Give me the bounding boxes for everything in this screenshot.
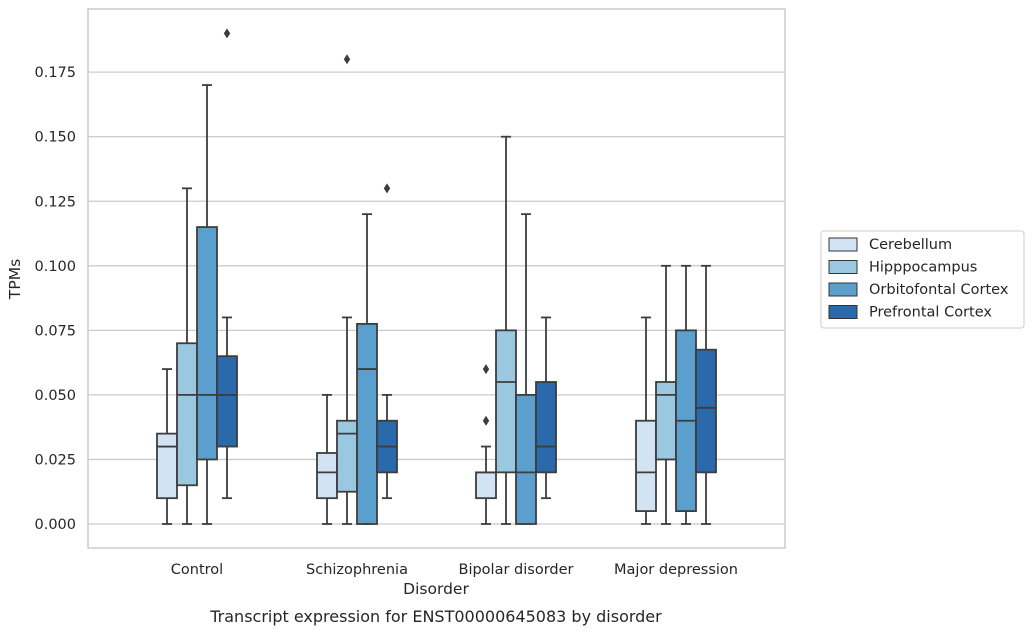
legend-label: Cerebellum bbox=[869, 237, 952, 253]
legend-swatch bbox=[828, 282, 858, 297]
box bbox=[475, 364, 497, 525]
chart-caption: Transcript expression for ENST0000064508… bbox=[209, 607, 662, 626]
box bbox=[356, 213, 378, 525]
box-body bbox=[176, 342, 198, 487]
box bbox=[216, 28, 238, 500]
series-orbitofontal-cortex bbox=[196, 84, 697, 525]
box-body bbox=[535, 381, 557, 474]
legend-swatch bbox=[828, 260, 858, 274]
x-tick-label: Schizophrenia bbox=[306, 562, 408, 578]
x-axis-ticks: Control Schizophrenia Bipolar disorder Majo… bbox=[171, 562, 738, 578]
x-axis-title: Disorder bbox=[403, 580, 469, 598]
box bbox=[535, 316, 557, 500]
legend-swatch bbox=[828, 237, 858, 252]
box bbox=[655, 264, 677, 525]
box-body bbox=[356, 322, 378, 525]
outlier-point bbox=[482, 415, 490, 426]
box-body bbox=[515, 393, 537, 525]
y-tick-label: 0.100 bbox=[34, 259, 76, 275]
y-tick-label: 0.125 bbox=[34, 194, 76, 210]
box bbox=[376, 183, 398, 500]
box bbox=[156, 368, 178, 525]
y-tick-label: 0.075 bbox=[34, 323, 76, 339]
legend: Cerebellum Hipppocampus Orbitofontal Corte… bbox=[820, 230, 1025, 329]
y-tick-label: 0.050 bbox=[34, 388, 76, 404]
legend-frame bbox=[820, 230, 1025, 329]
y-tick-label: 0.175 bbox=[34, 65, 76, 81]
x-tick-label: Control bbox=[171, 562, 223, 578]
series-prefrontal-cortex bbox=[216, 28, 717, 525]
box-body bbox=[216, 355, 238, 448]
outlier-point bbox=[482, 364, 490, 375]
box-body bbox=[655, 381, 677, 461]
plot-frame bbox=[87, 8, 786, 549]
outlier-point bbox=[383, 183, 391, 194]
box-body bbox=[156, 432, 178, 500]
box-body bbox=[336, 419, 358, 493]
y-tick-label: 0.000 bbox=[34, 517, 76, 533]
y-axis-ticks: 0.000 0.025 0.050 0.075 0.100 0.125 0.150 0.175 bbox=[34, 65, 76, 533]
legend-swatch bbox=[828, 305, 858, 319]
box bbox=[695, 264, 717, 525]
x-tick-label: Major depression bbox=[614, 562, 738, 578]
box-series bbox=[156, 28, 717, 525]
outlier-point bbox=[223, 28, 231, 39]
legend-label: Hipppocampus bbox=[869, 260, 977, 276]
box-body bbox=[316, 452, 338, 500]
y-tick-label: 0.025 bbox=[34, 452, 76, 468]
box-body bbox=[495, 329, 517, 474]
box-body bbox=[635, 419, 657, 512]
legend-label: Prefrontal Cortex bbox=[869, 305, 992, 321]
y-tick-label: 0.150 bbox=[34, 130, 76, 146]
series-cerebellum bbox=[156, 316, 657, 525]
box bbox=[176, 187, 198, 525]
legend-label: Orbitofontal Cortex bbox=[869, 282, 1009, 298]
box-body bbox=[695, 348, 717, 474]
box-body bbox=[475, 471, 497, 500]
y-axis-title: TPMs bbox=[6, 259, 24, 300]
x-tick-label: Bipolar disorder bbox=[459, 562, 574, 578]
outlier-point bbox=[343, 54, 351, 65]
box bbox=[635, 316, 657, 525]
box bbox=[316, 393, 338, 525]
box bbox=[196, 84, 218, 525]
box-body bbox=[196, 226, 218, 461]
